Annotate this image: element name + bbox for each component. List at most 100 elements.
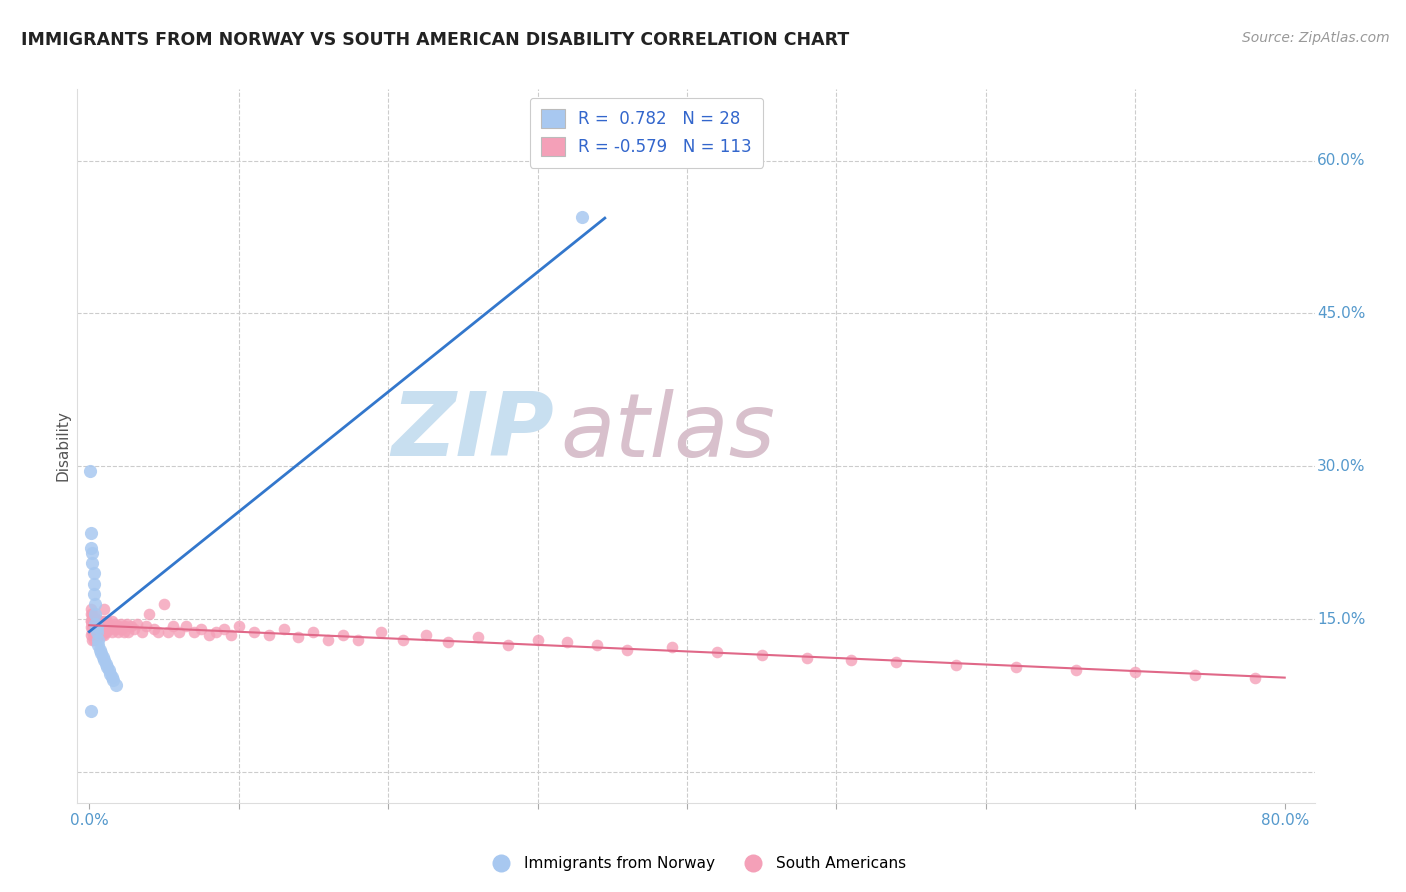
Point bbox=[945, 658, 967, 673]
Text: IMMIGRANTS FROM NORWAY VS SOUTH AMERICAN DISABILITY CORRELATION CHART: IMMIGRANTS FROM NORWAY VS SOUTH AMERICAN… bbox=[21, 31, 849, 49]
Point bbox=[257, 627, 280, 641]
Point bbox=[87, 615, 110, 629]
Point bbox=[82, 556, 104, 570]
Point bbox=[706, 645, 728, 659]
Point bbox=[79, 465, 101, 479]
Point bbox=[167, 624, 190, 639]
Point bbox=[105, 677, 128, 691]
Point bbox=[146, 624, 169, 639]
Point bbox=[157, 624, 180, 639]
Text: 30.0%: 30.0% bbox=[1317, 458, 1365, 474]
Point bbox=[80, 602, 103, 616]
Point bbox=[103, 673, 125, 688]
Point bbox=[751, 648, 773, 662]
Point bbox=[84, 617, 107, 632]
Point bbox=[84, 597, 107, 611]
Point bbox=[661, 640, 683, 654]
Legend: Immigrants from Norway, South Americans: Immigrants from Norway, South Americans bbox=[479, 850, 912, 877]
Point bbox=[94, 617, 117, 632]
Point bbox=[80, 620, 103, 634]
Point bbox=[100, 624, 122, 639]
Point bbox=[1123, 665, 1146, 680]
Point bbox=[135, 619, 157, 633]
Point bbox=[142, 623, 165, 637]
Point bbox=[94, 657, 117, 672]
Point bbox=[108, 619, 131, 633]
Point bbox=[89, 643, 111, 657]
Point bbox=[87, 630, 110, 644]
Point bbox=[80, 615, 103, 629]
Point bbox=[557, 634, 579, 648]
Point bbox=[318, 632, 340, 647]
Point bbox=[94, 624, 117, 639]
Point bbox=[176, 619, 198, 633]
Point bbox=[84, 615, 107, 629]
Point bbox=[571, 210, 593, 224]
Point bbox=[87, 638, 110, 652]
Point bbox=[97, 619, 120, 633]
Point bbox=[93, 653, 115, 667]
Point bbox=[122, 623, 145, 637]
Point bbox=[80, 607, 103, 622]
Point bbox=[82, 617, 104, 632]
Point bbox=[884, 655, 907, 669]
Point bbox=[117, 624, 139, 639]
Text: Source: ZipAtlas.com: Source: ZipAtlas.com bbox=[1241, 31, 1389, 45]
Point bbox=[496, 638, 519, 652]
Point bbox=[100, 615, 122, 629]
Point bbox=[91, 650, 114, 665]
Point bbox=[89, 617, 111, 632]
Point bbox=[138, 607, 160, 622]
Point bbox=[1004, 660, 1026, 674]
Point bbox=[467, 630, 489, 644]
Point bbox=[87, 624, 110, 639]
Point bbox=[90, 646, 112, 660]
Point bbox=[98, 667, 121, 681]
Point bbox=[80, 525, 103, 540]
Point bbox=[82, 546, 104, 560]
Point bbox=[83, 626, 105, 640]
Point bbox=[87, 632, 110, 647]
Point bbox=[437, 634, 460, 648]
Point bbox=[98, 623, 121, 637]
Point bbox=[111, 623, 134, 637]
Point bbox=[82, 624, 104, 639]
Point bbox=[80, 704, 103, 718]
Point bbox=[1243, 672, 1265, 686]
Point bbox=[526, 632, 548, 647]
Point bbox=[82, 612, 104, 626]
Point bbox=[84, 619, 107, 633]
Point bbox=[93, 602, 115, 616]
Point bbox=[83, 619, 105, 633]
Point bbox=[86, 619, 108, 633]
Text: 60.0%: 60.0% bbox=[1317, 153, 1365, 168]
Point bbox=[190, 623, 212, 637]
Point bbox=[84, 624, 107, 639]
Point bbox=[86, 623, 108, 637]
Point bbox=[91, 619, 114, 633]
Point bbox=[84, 618, 107, 632]
Point bbox=[332, 627, 354, 641]
Text: atlas: atlas bbox=[560, 389, 775, 475]
Point bbox=[80, 541, 103, 555]
Point bbox=[86, 620, 108, 634]
Point bbox=[131, 624, 153, 639]
Point bbox=[96, 623, 118, 637]
Point bbox=[90, 623, 112, 637]
Text: 45.0%: 45.0% bbox=[1317, 306, 1365, 321]
Point bbox=[112, 624, 135, 639]
Point bbox=[82, 607, 104, 622]
Point bbox=[93, 615, 115, 629]
Text: 15.0%: 15.0% bbox=[1317, 612, 1365, 627]
Point bbox=[96, 660, 118, 674]
Y-axis label: Disability: Disability bbox=[55, 410, 70, 482]
Point bbox=[586, 638, 609, 652]
Text: ZIP: ZIP bbox=[391, 388, 554, 475]
Point bbox=[120, 619, 142, 633]
Point bbox=[796, 651, 818, 665]
Point bbox=[415, 627, 437, 641]
Point bbox=[83, 576, 105, 591]
Point bbox=[86, 612, 108, 626]
Point bbox=[219, 627, 242, 641]
Point bbox=[228, 619, 250, 633]
